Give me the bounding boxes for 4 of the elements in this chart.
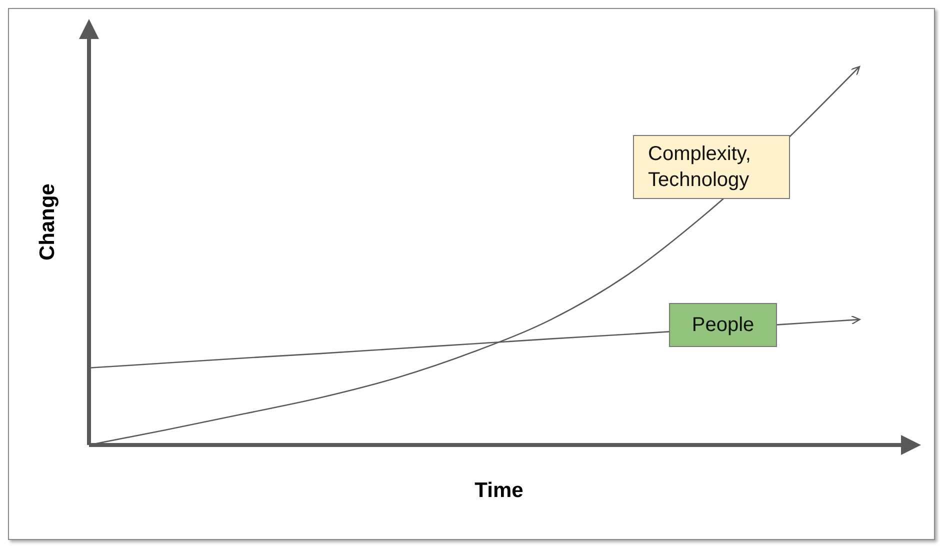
- series-label: Complexity, Technology: [633, 135, 790, 199]
- x-axis-title: Time: [474, 479, 524, 503]
- y-axis-title: Change: [35, 182, 60, 263]
- series-label: People: [669, 303, 777, 347]
